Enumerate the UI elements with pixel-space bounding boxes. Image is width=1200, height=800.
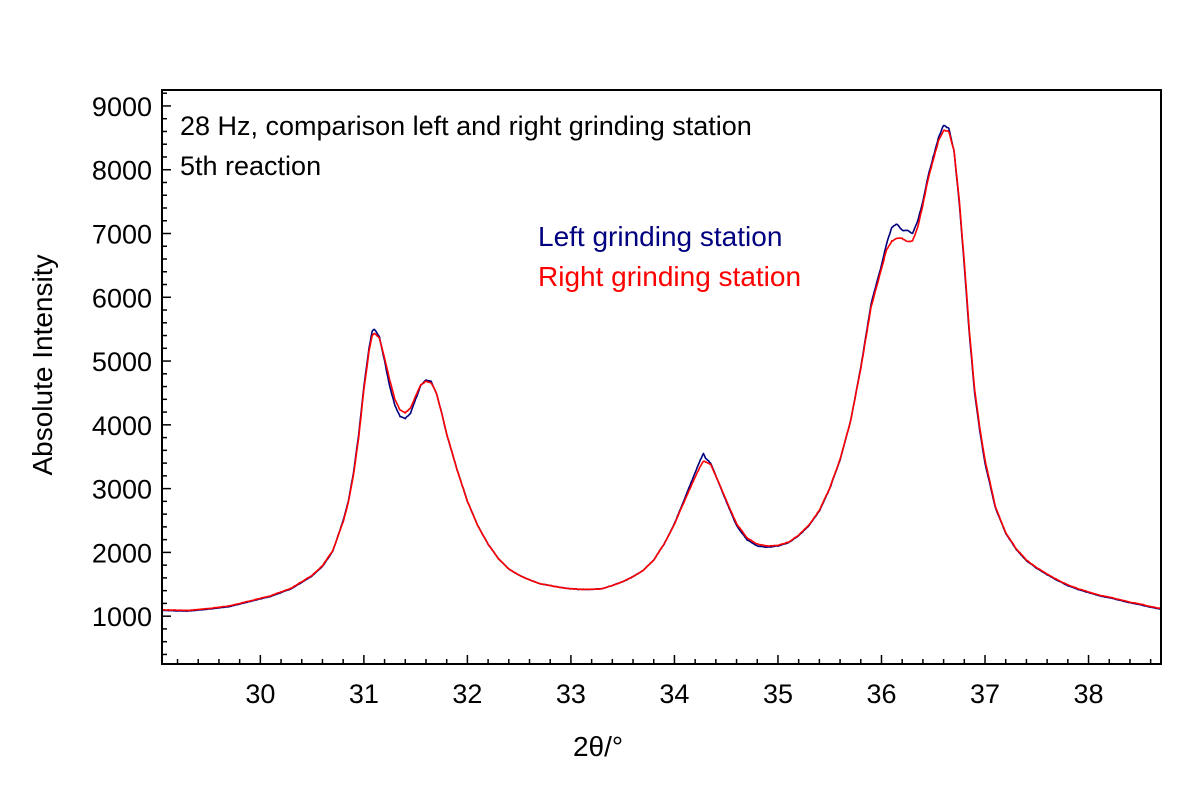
x-tick-label: 32 (452, 679, 482, 709)
legend: Left grinding station Right grinding sta… (538, 221, 801, 292)
y-tick-label: 9000 (92, 92, 152, 122)
y-tick-label: 1000 (92, 602, 152, 632)
series-line-right (162, 129, 1161, 612)
y-tick-label: 6000 (92, 283, 152, 313)
y-axis-title: Absolute Intensity (27, 254, 58, 475)
series-layer (162, 124, 1161, 612)
x-tick-label: 33 (556, 679, 586, 709)
x-tick-label: 30 (245, 679, 275, 709)
plot-frame (161, 89, 1162, 665)
x-tick-label: 31 (349, 679, 379, 709)
y-tick-label: 4000 (92, 411, 152, 441)
y-tick-labels: 1000 2000 3000 4000 5000 6000 7000 8000 9000 (92, 92, 152, 632)
y-tick-label: 3000 (92, 475, 152, 505)
x-tick-labels: 30 31 32 33 34 35 36 37 38 (245, 679, 1103, 709)
x-tick-label: 35 (763, 679, 793, 709)
x-tick-label: 38 (1074, 679, 1104, 709)
x-tick-label: 34 (659, 679, 689, 709)
y-tick-label: 7000 (92, 220, 152, 250)
y-tick-label: 8000 (92, 156, 152, 186)
series-line-left (162, 124, 1161, 612)
y-tick-label: 2000 (92, 538, 152, 568)
annotation-line-1: 28 Hz, comparison left and right grindin… (180, 111, 752, 141)
x-axis-title: 2θ/° (573, 731, 623, 762)
x-tick-label: 37 (970, 679, 1000, 709)
ticks-layer (162, 92, 1152, 664)
y-tick-label: 5000 (92, 347, 152, 377)
legend-entry-left: Left grinding station (538, 221, 782, 252)
legend-entry-right: Right grinding station (538, 261, 801, 292)
x-tick-label: 36 (866, 679, 896, 709)
annotation-line-2: 5th reaction (180, 151, 321, 181)
